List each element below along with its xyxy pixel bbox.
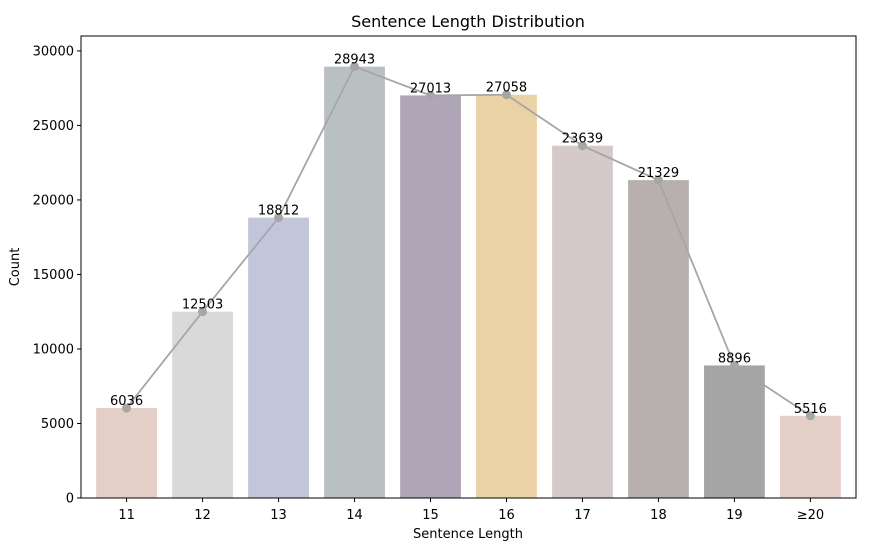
data-label: 18812 [258, 204, 299, 219]
data-label: 6036 [110, 394, 143, 409]
data-label: 23639 [562, 132, 603, 147]
x-tick-label: 11 [118, 508, 135, 523]
bar [628, 180, 689, 498]
bar [248, 217, 309, 499]
data-label: 5516 [794, 402, 827, 417]
trend-point [122, 403, 132, 413]
bar [704, 365, 765, 498]
trend-line [125, 65, 811, 417]
chart-title: Sentence Length Distribution [351, 12, 585, 31]
x-tick-label: 14 [346, 508, 363, 523]
y-tick-label: 5000 [41, 417, 74, 432]
bar [476, 94, 537, 498]
bar [400, 95, 461, 498]
x-tick-label: 15 [422, 508, 439, 523]
y-tick-label: 25000 [33, 119, 74, 134]
y-axis-label: Count [8, 248, 23, 287]
trend-point [350, 62, 360, 72]
y-tick-label: 10000 [33, 342, 74, 357]
bar [96, 408, 157, 498]
trend-point [729, 360, 739, 370]
bar [780, 415, 841, 498]
bar [172, 311, 233, 498]
trend-point [805, 411, 815, 421]
trend-point [426, 90, 436, 100]
data-label: 21329 [638, 166, 679, 181]
y-tick-label: 15000 [33, 268, 74, 283]
plot-frame [80, 35, 857, 499]
y-tick-label: 0 [66, 492, 74, 507]
trend-point [198, 307, 208, 317]
trend-point [501, 90, 511, 100]
bar [552, 145, 613, 499]
data-label: 27013 [410, 81, 451, 96]
x-tick-label: ≥20 [797, 508, 824, 523]
x-tick-label: 13 [270, 508, 287, 523]
y-tick-label: 30000 [33, 44, 74, 59]
data-label: 27058 [486, 81, 527, 96]
x-tick-label: 12 [194, 508, 211, 523]
x-tick-label: 16 [498, 508, 515, 523]
y-tick-label: 20000 [33, 193, 74, 208]
trend-point [577, 141, 587, 151]
trend-point [653, 175, 663, 185]
x-tick-label: 18 [650, 508, 667, 523]
plot-area: 0 5000 10000 15000 20000 25000 30000 11 12 13 14 15… [33, 44, 841, 523]
x-tick-label: 19 [726, 508, 743, 523]
trend-point [274, 213, 284, 223]
data-label: 12503 [182, 298, 223, 313]
x-axis-label: Sentence Length [413, 527, 523, 542]
data-label: 8896 [718, 351, 751, 366]
x-tick-label: 17 [574, 508, 591, 523]
bar [324, 66, 385, 498]
data-label: 28943 [334, 53, 375, 68]
